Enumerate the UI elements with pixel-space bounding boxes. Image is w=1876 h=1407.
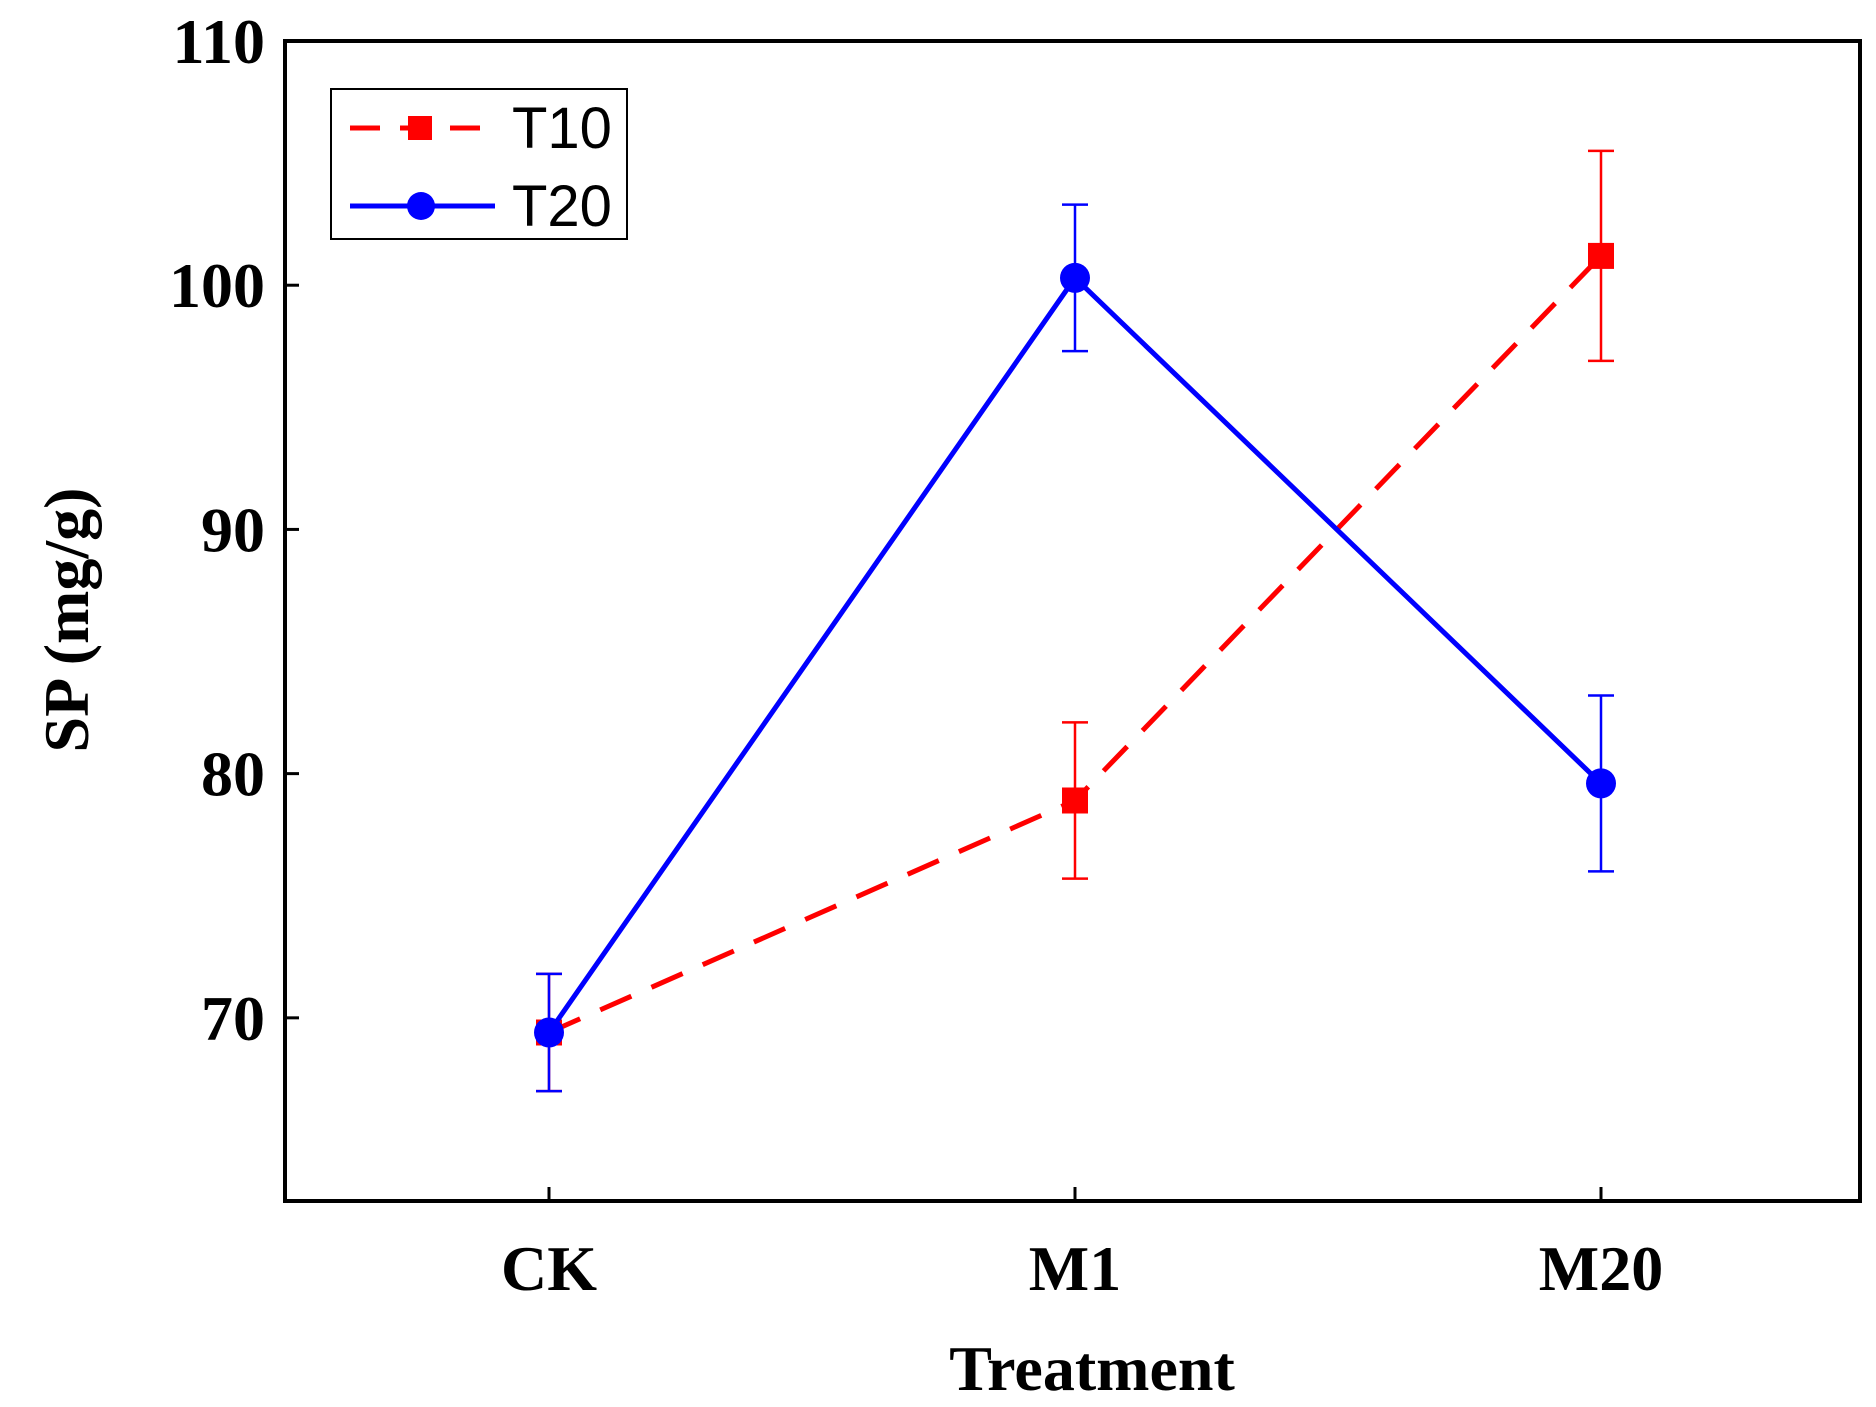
legend-label-t20: T20	[512, 174, 612, 239]
y-tick-label: 90	[201, 494, 265, 565]
series-layer	[534, 149, 1616, 1093]
y-tick-label: 100	[169, 250, 265, 321]
data-point-square	[1588, 242, 1614, 269]
x-axis-title: Treatment	[949, 1333, 1235, 1404]
x-tick-label: CK	[501, 1233, 597, 1304]
series-line-t20	[546, 274, 1603, 1034]
data-point-square	[1062, 787, 1088, 814]
y-tick-label: 110	[173, 6, 265, 77]
x-tick-label: M1	[1029, 1233, 1121, 1304]
legend-label-t10: T10	[512, 96, 612, 161]
x-tick-label: M20	[1539, 1233, 1663, 1304]
data-point-circle	[1060, 262, 1090, 293]
plot-frame	[283, 39, 1862, 1203]
legend-marker-circle	[407, 192, 435, 220]
x-axis: CK M1 M20	[501, 1187, 1663, 1304]
y-tick-label: 70	[201, 983, 265, 1054]
data-point-circle	[534, 1017, 564, 1048]
series-t20	[534, 203, 1616, 1093]
legend-box	[330, 88, 628, 240]
series-line-t10	[547, 254, 1603, 1035]
y-axis-title: SP (mg/g)	[31, 488, 102, 753]
y-tick-label: 80	[201, 739, 265, 810]
legend-marker-square	[408, 116, 432, 140]
y-axis: 70 80 90 100 110	[169, 6, 299, 1054]
data-point-circle	[1586, 768, 1616, 799]
